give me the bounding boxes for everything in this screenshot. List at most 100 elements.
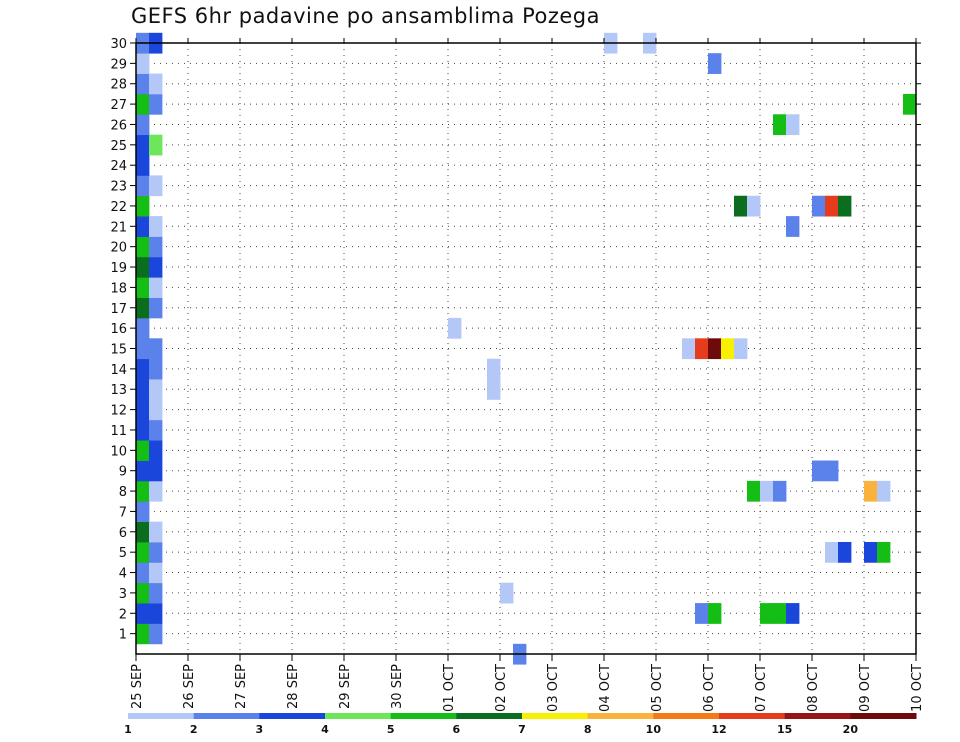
y-tick-label: 24: [110, 159, 127, 174]
precip-cell: [149, 256, 163, 278]
precip-cell: [136, 541, 150, 563]
x-tick-label: 25 SEP: [130, 664, 145, 709]
y-tick-label: 30: [110, 37, 127, 52]
precip-cell: [760, 603, 774, 624]
y-tick-label: 7: [119, 505, 127, 520]
colorbar-segment: [193, 713, 260, 719]
precip-cell: [149, 297, 163, 319]
y-tick-label: 11: [110, 424, 127, 439]
precip-cell: [812, 460, 826, 482]
y-tick-label: 22: [110, 200, 127, 215]
precip-cell: [149, 236, 163, 258]
precip-cell: [448, 317, 462, 339]
precip-cell: [825, 195, 839, 217]
precip-cell: [136, 501, 150, 523]
precip-cell: [136, 297, 150, 319]
colorbar-label: 1: [124, 723, 132, 736]
y-tick-label: 9: [119, 465, 127, 480]
precip-cell: [136, 399, 150, 421]
colorbar-label: 4: [321, 723, 329, 736]
colorbar-segment: [456, 713, 523, 719]
y-tick-label: 16: [110, 322, 127, 337]
precip-cell: [149, 440, 163, 461]
precip-cell: [136, 338, 150, 360]
colorbar-label: 6: [453, 723, 461, 736]
y-tick-label: 3: [119, 587, 127, 602]
colorbar-label: 2: [190, 723, 198, 736]
precip-cell: [773, 480, 787, 502]
precip-cell: [136, 317, 150, 339]
y-tick-label: 6: [119, 526, 127, 541]
y-tick-label: 26: [110, 118, 127, 133]
precip-cell: [734, 195, 748, 217]
colorbar-segment: [390, 713, 457, 719]
precip-cell: [812, 195, 826, 217]
colorbar-label: 15: [777, 723, 792, 736]
precip-cell: [136, 236, 150, 258]
chart-title: GEFS 6hr padavine po ansamblima Pozega: [131, 4, 601, 28]
x-tick-label: 03 OCT: [546, 664, 561, 712]
x-axis-labels: 25 SEP 26 SEP 27 SEP 28 SEP 29 SEP 30 SEP 01 O…: [130, 664, 925, 712]
precip-cell: [695, 338, 709, 360]
precip-cell: [136, 521, 150, 543]
precip-cell: [877, 541, 891, 563]
colorbar-label: 7: [518, 723, 526, 736]
precip-cell: [786, 216, 800, 237]
x-tick-label: 08 OCT: [806, 664, 821, 712]
heatmap-cells: [136, 32, 917, 665]
precip-cell: [708, 603, 722, 624]
x-tick-label: 29 SEP: [338, 664, 353, 709]
colorbar-segment: [653, 713, 720, 719]
precip-cell: [136, 73, 150, 95]
precip-cell: [136, 480, 150, 502]
precip-cell: [708, 338, 722, 360]
colorbar-segment: [587, 713, 654, 719]
x-tick-label: 28 SEP: [286, 664, 301, 709]
y-tick-label: 27: [110, 98, 127, 113]
y-tick-label: 23: [110, 180, 127, 195]
y-tick-label: 12: [110, 404, 127, 419]
y-tick-label: 1: [119, 628, 127, 643]
precip-cell: [136, 623, 150, 645]
y-tick-label: 28: [110, 78, 127, 93]
precip-cell: [708, 53, 722, 74]
precip-cell: [149, 93, 163, 115]
colorbar-segment: [522, 713, 589, 719]
precip-cell: [149, 379, 163, 400]
precip-cell: [149, 460, 163, 482]
x-tick-label: 09 OCT: [858, 664, 873, 712]
precip-cell: [136, 277, 150, 298]
y-tick-label: 13: [110, 383, 127, 398]
precip-cell: [136, 440, 150, 461]
precip-cell: [136, 603, 150, 624]
precip-cell: [136, 134, 150, 156]
precip-cell: [136, 379, 150, 400]
colorbar-segment: [325, 713, 392, 719]
precip-cell: [825, 460, 839, 482]
x-tick-label: 02 OCT: [494, 664, 509, 712]
precip-cell: [149, 562, 163, 584]
y-tick-label: 21: [110, 220, 127, 235]
x-tick-label: 26 SEP: [182, 664, 197, 709]
precip-cell: [136, 582, 150, 604]
precip-cell: [838, 195, 852, 217]
precip-cell: [149, 480, 163, 502]
y-tick-label: 5: [119, 546, 127, 561]
colorbar-segment: [128, 713, 195, 719]
precip-cell: [149, 582, 163, 604]
precip-cell: [864, 541, 878, 563]
colorbar-label: 8: [584, 723, 592, 736]
precip-cell: [149, 175, 163, 197]
precip-cell: [136, 216, 150, 237]
precip-cell: [149, 134, 163, 156]
precip-cell: [136, 358, 150, 380]
precip-cell: [487, 358, 501, 380]
precip-cell: [682, 338, 696, 360]
precip-cell: [149, 521, 163, 543]
precip-cell: [786, 114, 800, 136]
colorbar-label: 3: [256, 723, 264, 736]
precip-cell: [136, 175, 150, 197]
precip-cell: [136, 195, 150, 217]
y-tick-label: 4: [119, 567, 127, 582]
y-tick-label: 10: [110, 444, 127, 459]
